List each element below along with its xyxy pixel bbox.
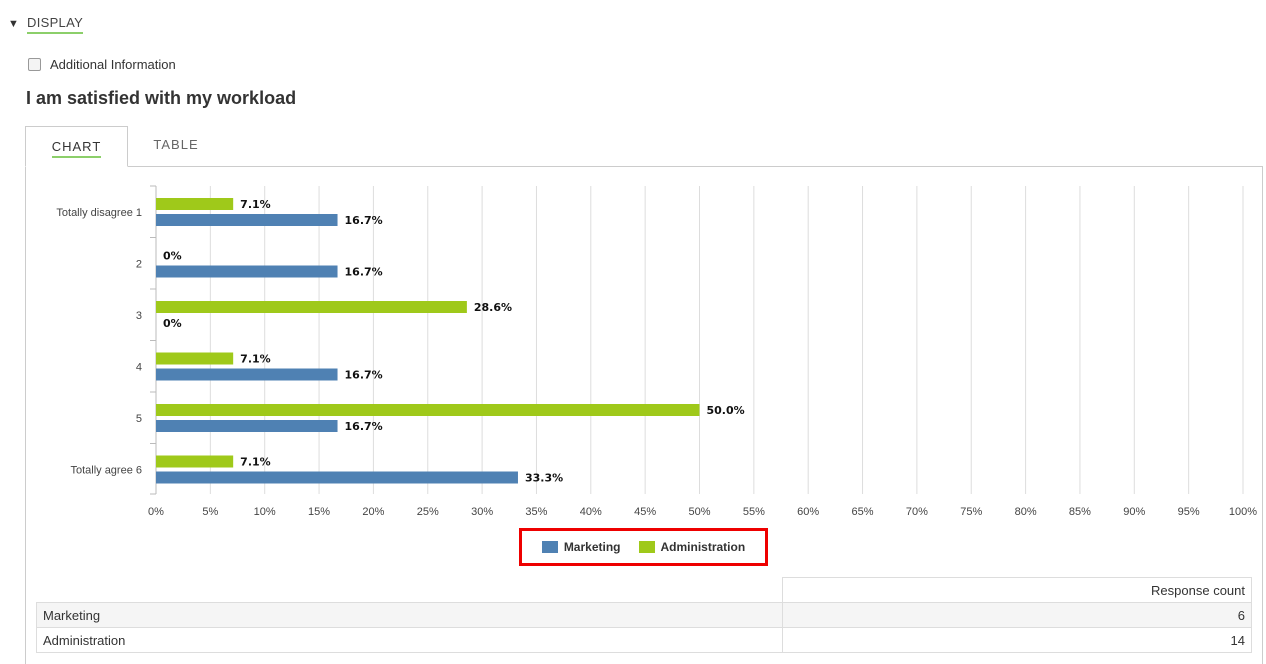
x-tick-label: 55% (743, 506, 765, 518)
display-toggle-label: DISPLAY (27, 15, 84, 34)
bar-administration-3 (156, 301, 467, 313)
legend-swatch-marketing (541, 541, 558, 553)
bar-marketing-2 (156, 265, 338, 278)
x-tick-label: 85% (1069, 506, 1091, 518)
x-tick-label: 45% (634, 506, 656, 518)
bar-marketing-totally-disagree-1 (156, 214, 338, 226)
bar-marketing-5 (156, 420, 338, 432)
chart-legend: Marketing Administration (519, 528, 768, 566)
data-label: 33.3% (525, 472, 563, 485)
tabs-divider (25, 166, 1263, 167)
data-label: 7.1% (240, 198, 271, 211)
data-label: 16.7% (345, 369, 383, 382)
x-tick-label: 15% (308, 506, 330, 518)
row-name-marketing: Marketing (35, 602, 784, 628)
data-label: 0% (163, 250, 182, 263)
x-tick-label: 35% (525, 506, 547, 518)
triangle-down-icon: ▼ (8, 18, 19, 30)
data-label: 16.7% (345, 214, 383, 227)
tab-table[interactable]: TABLE (153, 137, 199, 152)
x-tick-label: 80% (1015, 506, 1037, 518)
response-count-table: Response count Marketing 6 Administratio… (35, 577, 1252, 653)
x-tick-label: 0% (148, 506, 164, 518)
question-title: I am satisfied with my workload (26, 88, 297, 108)
x-tick-label: 50% (688, 506, 710, 518)
bar-marketing-totally-agree-6 (156, 471, 518, 484)
legend-item-administration[interactable]: Administration (638, 540, 746, 554)
y-tick-label: Totally agree 6 (70, 464, 142, 476)
legend-label-administration: Administration (660, 540, 746, 554)
row-count-marketing: 6 (782, 602, 1252, 628)
x-tick-label: 30% (471, 506, 493, 518)
bar-administration-4 (156, 352, 234, 365)
y-tick-label: Totally disagree 1 (56, 207, 142, 219)
x-tick-label: 10% (254, 506, 276, 518)
x-tick-label: 95% (1178, 506, 1200, 518)
row-name-administration: Administration (35, 627, 784, 653)
data-label: 7.1% (240, 456, 271, 469)
data-label: 0% (163, 317, 182, 330)
x-tick-label: 65% (852, 506, 874, 518)
data-label: 7.1% (240, 353, 271, 366)
y-tick-label: 4 (136, 361, 142, 373)
x-tick-label: 40% (580, 506, 602, 518)
response-count-header: Response count (782, 577, 1252, 603)
x-tick-label: 100% (1229, 506, 1257, 518)
x-tick-label: 90% (1123, 506, 1145, 518)
row-count-administration: 14 (782, 627, 1252, 653)
data-label: 50.0% (707, 404, 745, 417)
bar-administration-totally-disagree-1 (156, 198, 234, 210)
table-row: Administration 14 (35, 627, 1252, 653)
y-tick-label: 2 (136, 258, 142, 270)
x-tick-label: 70% (906, 506, 928, 518)
display-toggle[interactable]: ▼ DISPLAY (8, 14, 84, 34)
y-tick-label: 5 (136, 413, 142, 425)
bar-administration-totally-agree-6 (156, 455, 234, 468)
legend-label-marketing: Marketing (563, 540, 621, 554)
x-tick-label: 25% (417, 506, 439, 518)
bar-administration-5 (156, 404, 700, 416)
data-label: 16.7% (345, 420, 383, 433)
bar-chart: 0% 5% 10% 15% 20% 25% 30% 35% 40% 45% 50% 55% 60% 65%… (56, 185, 1257, 518)
x-tick-label: 20% (362, 506, 384, 518)
additional-information-option[interactable]: Additional Information (28, 57, 176, 72)
x-tick-label: 75% (960, 506, 982, 518)
bar-marketing-4 (156, 368, 338, 381)
table-row: Marketing 6 (35, 602, 1252, 628)
tab-chart[interactable]: CHART (25, 126, 128, 167)
x-tick-label: 60% (797, 506, 819, 518)
legend-swatch-administration (638, 541, 655, 553)
x-tick-label: 5% (202, 506, 218, 518)
additional-information-checkbox[interactable] (28, 58, 41, 71)
y-tick-label: 3 (136, 310, 142, 322)
data-label: 16.7% (345, 266, 383, 279)
additional-information-label: Additional Information (50, 57, 176, 72)
chart-panel (25, 166, 1263, 664)
legend-item-marketing[interactable]: Marketing (541, 540, 621, 554)
data-label: 28.6% (474, 301, 512, 314)
